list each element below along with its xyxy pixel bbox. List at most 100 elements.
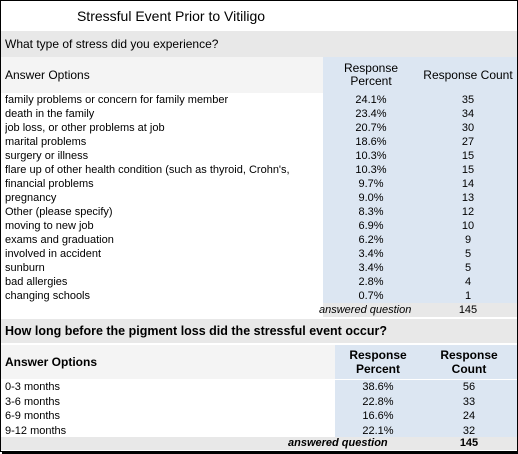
response-percent: 24.1% [323,93,419,107]
response-percent: 38.6% [335,380,421,395]
answer-label: 9-12 months [5,424,67,437]
table-row: Other (please specify) 8.3% 12 [1,205,517,219]
answer-options-header: Answer Options [1,345,335,379]
table-row: sunburn 3.4% 5 [1,261,517,275]
response-count: 34 [419,107,517,121]
response-count: 27 [419,135,517,149]
question-2-header: Answer Options Response Percent Response… [1,345,517,379]
response-count-header: Response Count [421,345,517,379]
response-count: 13 [419,191,517,205]
table-row: 3-6 months 22.8% 33 [1,394,517,409]
table-row: death in the family 23.4% 34 [1,107,517,121]
response-count: 32 [421,423,517,438]
answered-question-value: 145 [458,304,478,316]
answer-label: job loss, or other problems at job [5,122,165,134]
response-count-header: Response Count [419,57,517,93]
table-row: job loss, or other problems at job 20.7% 3… [1,121,517,135]
question-2-text: How long before the pigment loss did the… [1,319,517,343]
response-percent: 22.1% [335,423,421,438]
response-count: 35 [419,93,517,107]
answer-label: 0-3 months [5,381,61,393]
answer-label: flare up of other health condition (such… [5,164,290,176]
answered-question-label: answered question [288,437,388,449]
table-row: flare up of other health condition (such… [1,163,517,177]
response-count: 14 [419,177,517,191]
answered-question-row: answered question 145 [1,437,517,450]
response-count: 15 [419,163,517,177]
answer-label: exams and graduation [5,234,114,246]
answered-question-label: answered question [319,304,412,316]
page-title: Stressful Event Prior to Vitiligo [76,8,266,24]
response-count-header-line1: Response [440,348,498,362]
response-count: 12 [419,205,517,219]
question-1-header: Answer Options Response Percent Response… [1,57,517,93]
response-count: 5 [419,247,517,261]
answer-label: Other (please specify) [5,206,113,218]
question-1-text: What type of stress did you experience? [1,31,517,57]
response-percent-header-line2: Percent [355,362,401,376]
response-percent: 3.4% [323,261,419,275]
table-row: marital problems 18.6% 27 [1,135,517,149]
table-row: 6-9 months 16.6% 24 [1,409,517,424]
response-count: 10 [419,219,517,233]
answer-label: 6-9 months [5,410,61,422]
answer-label: death in the family [5,108,95,120]
question-2-rows: 0-3 months 38.6% 56 3-6 months 22.8% 33 6-9 … [1,380,517,438]
response-count: 1 [419,289,517,303]
table-row: pregnancy 9.0% 13 [1,191,517,205]
response-count: 5 [419,261,517,275]
response-percent: 10.3% [323,149,419,163]
answer-label: sunburn [5,262,45,274]
table-row: changing schools 0.7% 1 [1,289,517,303]
response-count-header-line2: Count [451,362,487,376]
answer-label: financial problems [5,178,94,190]
question-1-rows: family problems or concern for family me… [1,93,517,303]
response-count: 9 [419,233,517,247]
response-percent-header-line2: Percent [350,74,392,88]
table-row: moving to new job 6.9% 10 [1,219,517,233]
table-row: involved in accident 3.4% 5 [1,247,517,261]
response-percent: 3.4% [323,247,419,261]
table-row: family problems or concern for family me… [1,93,517,107]
response-percent: 6.9% [323,219,419,233]
response-percent-header: Response Percent [335,345,421,379]
response-percent: 16.6% [335,409,421,424]
response-percent: 9.0% [323,191,419,205]
answer-options-header: Answer Options [1,57,323,93]
response-percent: 9.7% [323,177,419,191]
table-row: bad allergies 2.8% 4 [1,275,517,289]
answer-label: family problems or concern for family me… [5,94,229,106]
response-percent-header-line1: Response [343,61,399,75]
response-percent: 20.7% [323,121,419,135]
response-count: 15 [419,149,517,163]
answered-question-row: answered question 145 [1,303,517,317]
answered-question-shade [323,303,517,317]
response-percent: 8.3% [323,205,419,219]
answer-label: involved in accident [5,248,102,260]
table-row: exams and graduation 6.2% 9 [1,233,517,247]
response-percent: 6.2% [323,233,419,247]
table-row: surgery or illness 10.3% 15 [1,149,517,163]
response-percent: 2.8% [323,275,419,289]
answer-label: bad allergies [5,276,68,288]
table-row: 9-12 months 22.1% 32 [1,423,517,438]
response-count: 4 [419,275,517,289]
response-count: 30 [419,121,517,135]
response-percent: 22.8% [335,394,421,409]
table-row: 0-3 months 38.6% 56 [1,380,517,395]
answer-label: changing schools [5,290,91,302]
response-percent-header-line1: Response [349,348,407,362]
answer-label: surgery or illness [5,150,89,162]
table-row: financial problems 9.7% 14 [1,177,517,191]
response-percent: 10.3% [323,163,419,177]
response-count: 56 [421,380,517,395]
answer-label: moving to new job [5,220,94,232]
response-percent: 18.6% [323,135,419,149]
answer-label: pregnancy [5,192,57,204]
response-percent-header: Response Percent [323,57,419,93]
answer-label: marital problems [5,136,87,148]
response-percent: 0.7% [323,289,419,303]
answered-question-value: 145 [459,437,479,449]
answer-label: 3-6 months [5,395,61,408]
